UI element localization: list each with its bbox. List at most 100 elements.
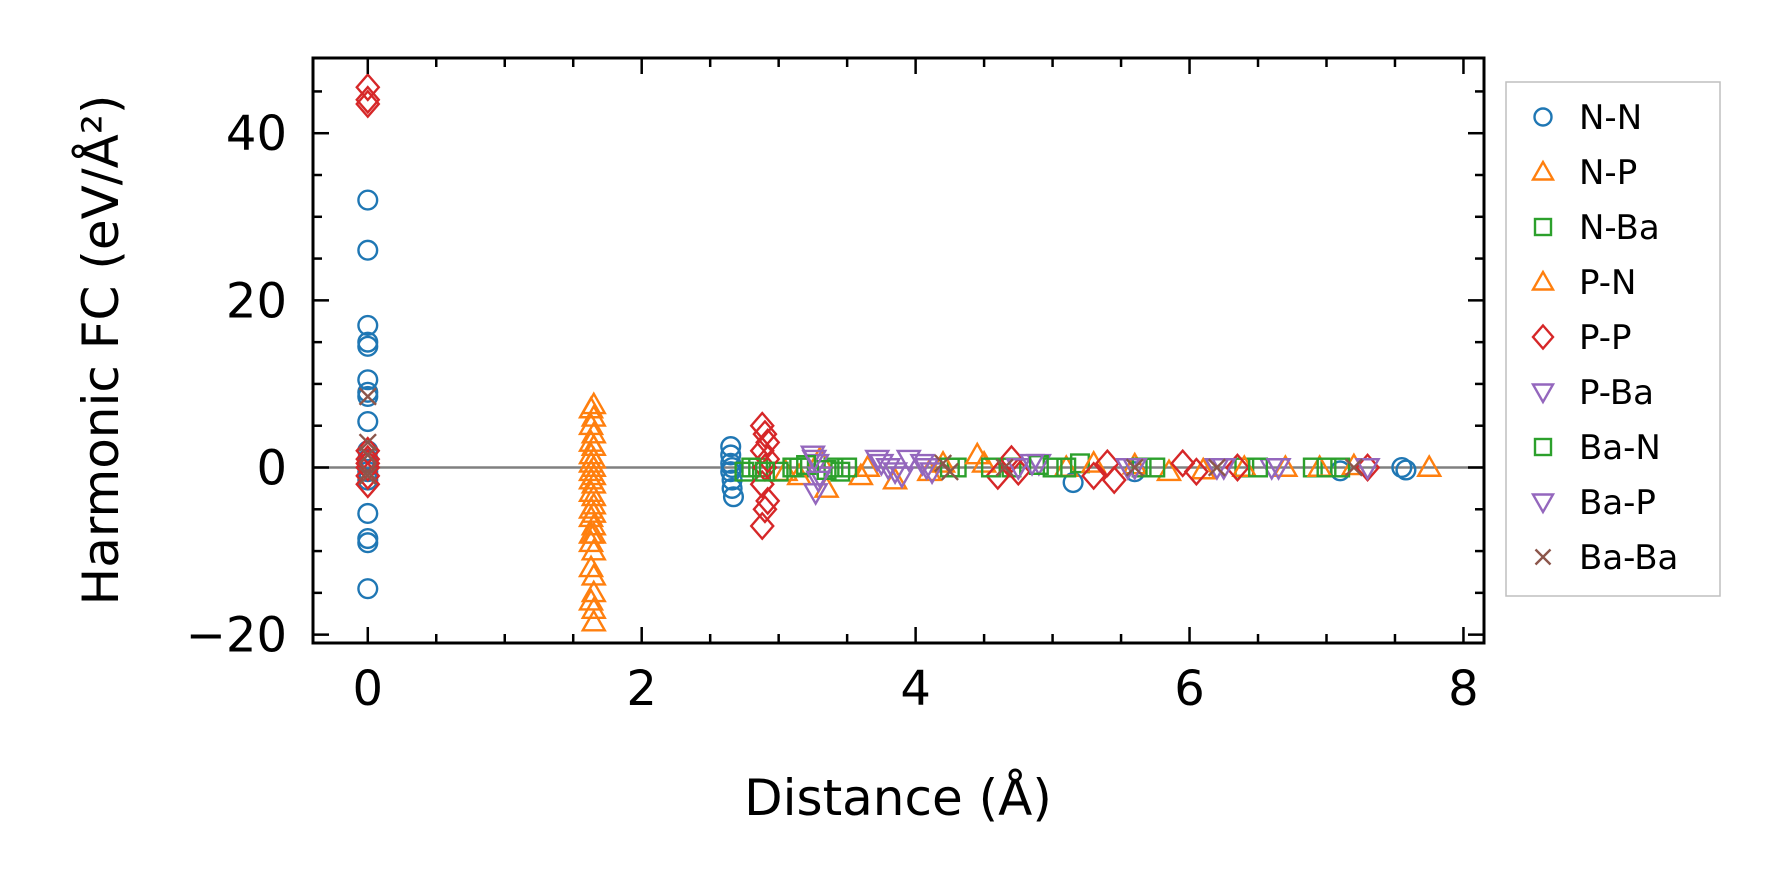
data-point xyxy=(909,453,936,477)
axis-ticks xyxy=(313,58,1484,643)
data-point xyxy=(940,462,959,481)
legend-item-p-ba: P-Ba xyxy=(1530,373,1654,413)
data-point xyxy=(1416,454,1443,477)
data-point xyxy=(577,504,605,528)
data-point xyxy=(355,461,381,491)
data-point xyxy=(357,335,379,357)
data-point xyxy=(1080,449,1107,473)
data-point xyxy=(837,457,858,478)
data-point xyxy=(577,554,605,578)
data-point xyxy=(357,502,379,525)
data-point xyxy=(1265,458,1292,481)
data-point xyxy=(1316,457,1337,478)
x-tick-label: 6 xyxy=(1174,661,1205,717)
axis-tick-labels: 0 2 4 6 8 −20 0 20 40 xyxy=(186,106,1479,717)
series-n-p xyxy=(580,391,1443,632)
data-point xyxy=(355,89,381,119)
legend-marker xyxy=(1530,159,1556,181)
legend-label: P-Ba xyxy=(1579,373,1654,413)
x-tick-label: 2 xyxy=(626,661,657,717)
data-point xyxy=(1207,458,1227,477)
legend-marker xyxy=(1530,383,1556,405)
data-point xyxy=(1391,456,1413,479)
data-point xyxy=(577,479,605,503)
legend-label: P-P xyxy=(1579,318,1632,358)
data-point xyxy=(1018,453,1046,477)
legend-marker xyxy=(1533,107,1553,127)
legend-marker xyxy=(1530,493,1556,515)
data-point xyxy=(1125,458,1144,477)
data-point xyxy=(964,441,991,465)
data-point xyxy=(580,403,607,427)
data-point xyxy=(1121,458,1148,481)
data-point xyxy=(768,461,789,482)
data-point xyxy=(1170,448,1196,478)
legend-label: Ba-N xyxy=(1579,428,1661,468)
data-point xyxy=(749,511,775,541)
data-point xyxy=(929,449,957,473)
legend-label: Ba-Ba xyxy=(1579,538,1678,578)
legend-label: N-Ba xyxy=(1579,208,1660,248)
data-point xyxy=(577,449,605,473)
series-n-n xyxy=(357,189,1417,600)
data-point xyxy=(357,381,379,403)
data-point xyxy=(357,239,379,261)
data-point xyxy=(721,477,743,499)
legend-label: N-N xyxy=(1579,98,1642,138)
legend: N-N N-P N-Ba P-N P-P P-Ba Ba-N Ba-P Ba-Ba xyxy=(1505,81,1721,597)
y-tick-label: 0 xyxy=(256,441,287,497)
data-point xyxy=(577,466,605,490)
data-point xyxy=(580,562,607,586)
data-point xyxy=(875,458,902,481)
data-point xyxy=(1344,458,1363,477)
data-point xyxy=(1224,453,1251,482)
legend-marker xyxy=(1530,269,1556,291)
data-point xyxy=(998,444,1025,474)
data-point xyxy=(580,596,607,620)
data-point xyxy=(1354,458,1381,481)
legend-label: P-N xyxy=(1579,263,1636,303)
legend-item-ba-p: Ba-P xyxy=(1530,483,1656,523)
data-point xyxy=(882,462,909,486)
data-point xyxy=(895,449,922,473)
data-point xyxy=(854,454,881,477)
data-point xyxy=(358,387,377,406)
data-point xyxy=(882,466,909,490)
data-point xyxy=(754,461,775,482)
data-point xyxy=(755,427,781,457)
data-point xyxy=(1005,458,1032,481)
data-point xyxy=(1248,457,1269,478)
series-p-p xyxy=(355,72,1381,541)
data-point xyxy=(720,436,742,458)
data-point xyxy=(577,495,605,519)
x-axis-label: Distance (Å) xyxy=(744,769,1052,827)
data-point xyxy=(752,419,778,449)
data-point xyxy=(995,458,1014,477)
legend-item-p-p: P-P xyxy=(1531,318,1632,358)
y-tick-label: 20 xyxy=(226,273,287,329)
legend-items: N-N N-P N-Ba P-N P-P P-Ba Ba-N Ba-P Ba-Ba xyxy=(1530,98,1678,578)
legend-item-n-n: N-N xyxy=(1533,98,1642,138)
data-point xyxy=(888,466,915,490)
data-point xyxy=(1081,461,1107,491)
data-point xyxy=(734,461,755,482)
legend-marker xyxy=(1531,323,1555,351)
data-point xyxy=(357,532,379,554)
data-point xyxy=(720,444,742,466)
series-ba-n xyxy=(741,454,1337,482)
data-point xyxy=(577,529,605,553)
data-point xyxy=(741,457,762,478)
plot-area-frame xyxy=(311,56,1486,645)
data-point xyxy=(577,520,605,544)
legend-label: Ba-P xyxy=(1579,483,1656,523)
data-point xyxy=(782,457,803,478)
data-point xyxy=(864,449,891,473)
legend-item-ba-ba: Ba-Ba xyxy=(1534,538,1678,578)
data-point xyxy=(755,444,781,474)
data-point xyxy=(1395,459,1417,481)
data-point xyxy=(801,449,828,473)
legend-label: N-P xyxy=(1579,153,1637,193)
data-points xyxy=(355,72,1443,632)
legend-item-n-ba: N-Ba xyxy=(1533,208,1660,248)
